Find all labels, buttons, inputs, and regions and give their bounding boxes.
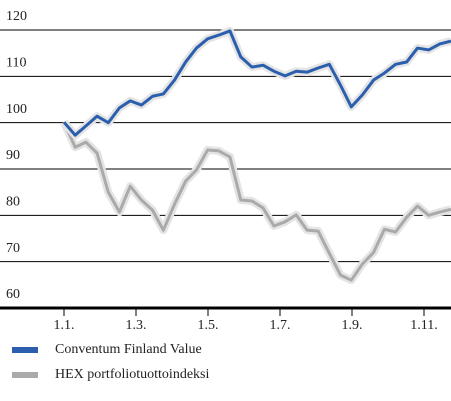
legend-swatch: [12, 347, 38, 353]
y-tick-label: 100: [6, 102, 27, 117]
x-tick-label: 1.3.: [126, 318, 147, 333]
y-tick-label: 110: [6, 56, 26, 71]
line: [62, 29, 451, 137]
line-halo: [60, 26, 451, 140]
x-tick-label: 1.9.: [342, 318, 363, 333]
x-tick-label: 1.11.: [410, 318, 437, 333]
line: [62, 121, 451, 282]
legend-label: HEX portfoliotuottoindeksi: [55, 367, 209, 382]
x-tick-label: 1.7.: [270, 318, 291, 333]
y-tick-label: 60: [6, 287, 20, 302]
y-tick-label: 90: [6, 148, 20, 163]
line-halo: [60, 120, 451, 285]
legend-label: Conventum Finland Value: [55, 342, 202, 357]
y-tick-label: 70: [6, 241, 20, 256]
x-tick-label: 1.5.: [198, 318, 219, 333]
y-tick-label: 120: [6, 9, 27, 24]
y-tick-label: 80: [6, 195, 20, 210]
x-tick-label: 1.1.: [54, 318, 75, 333]
legend-swatch: [12, 372, 38, 378]
